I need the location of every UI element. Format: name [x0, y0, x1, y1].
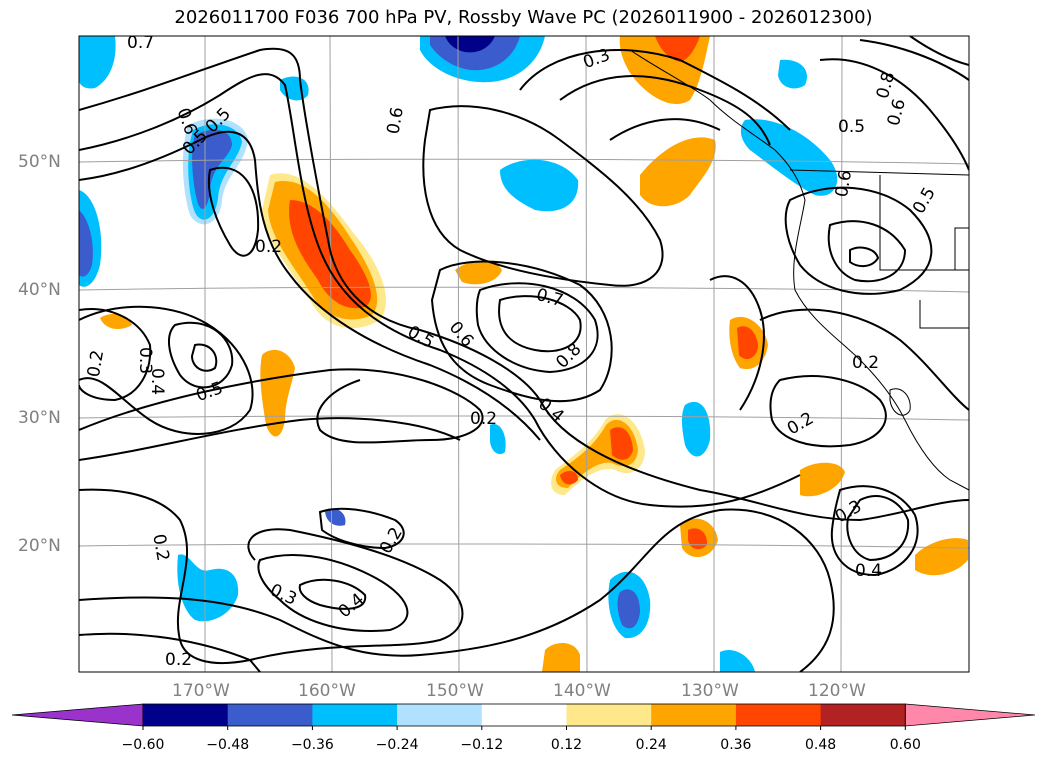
- contour-label: 0.7: [127, 33, 154, 53]
- lon-label-160w: 160°W: [298, 681, 356, 701]
- lon-label-170w: 170°W: [172, 681, 230, 701]
- contour-label: 0.6: [383, 106, 407, 136]
- colorbar-tick-label: 0.36: [720, 737, 752, 753]
- colorbar-segment: [397, 704, 483, 726]
- graticule: [79, 36, 969, 672]
- contour-label: 0.4: [855, 561, 882, 581]
- lat-label-50n: 50°N: [18, 152, 61, 172]
- pv-anomaly-shading: [79, 36, 968, 672]
- colorbar-segment: [735, 704, 822, 726]
- colorbar-tick-label: −0.12: [460, 737, 504, 753]
- lon-label-150w: 150°W: [426, 681, 484, 701]
- contour-label: 0.2: [148, 533, 172, 563]
- contour-label: 0.2: [470, 409, 497, 429]
- coastline: [629, 49, 969, 491]
- colorbar-segment: [820, 704, 906, 726]
- colorbar-tick-label: 0.24: [635, 737, 667, 753]
- colorbar-segment: [227, 704, 313, 726]
- lon-label-120w: 120°W: [808, 681, 866, 701]
- colorbar-outline: [142, 703, 906, 727]
- contour-label: 0.2: [255, 237, 282, 257]
- colorbar-extend-min: [11, 703, 144, 727]
- contour-label: 0.2: [852, 353, 879, 373]
- colorbar-segment: [143, 704, 229, 726]
- colorbar-tick-label: −0.36: [290, 737, 334, 753]
- contour-label: 0.2: [165, 650, 192, 670]
- contour-label: 0.3: [135, 347, 155, 374]
- colorbar-segment: [566, 704, 652, 726]
- contour-label: 0.6: [832, 169, 856, 199]
- contour-label: 0.4: [147, 368, 167, 395]
- contour-label: 0.5: [838, 117, 865, 137]
- colorbar-tick-label: −0.60: [121, 737, 165, 753]
- lat-label-40n: 40°N: [18, 280, 61, 300]
- colorbar-tick-label: 0.12: [550, 737, 583, 753]
- lon-label-130w: 130°W: [681, 681, 739, 701]
- contour-label: 0.2: [84, 349, 108, 379]
- colorbar-tick-label: 0.60: [889, 737, 921, 753]
- colorbar-segment: [651, 704, 737, 726]
- lon-label-140w: 140°W: [553, 681, 611, 701]
- map-frame: [78, 35, 970, 673]
- lat-label-20n: 20°N: [18, 536, 61, 556]
- colorbar-tick-label: −0.24: [375, 737, 419, 753]
- lat-label-30n: 30°N: [18, 408, 61, 428]
- colorbar-segment: [312, 704, 398, 726]
- colorbar-tick-label: −0.48: [206, 737, 250, 753]
- colorbar-tick-label: 0.48: [805, 737, 837, 753]
- colorbar-extend-max: [904, 703, 1036, 727]
- pv-contours: [79, 36, 969, 672]
- chart-title: 2026011700 F036 700 hPa PV, Rossby Wave …: [174, 7, 873, 28]
- colorbar-segment: [481, 704, 567, 726]
